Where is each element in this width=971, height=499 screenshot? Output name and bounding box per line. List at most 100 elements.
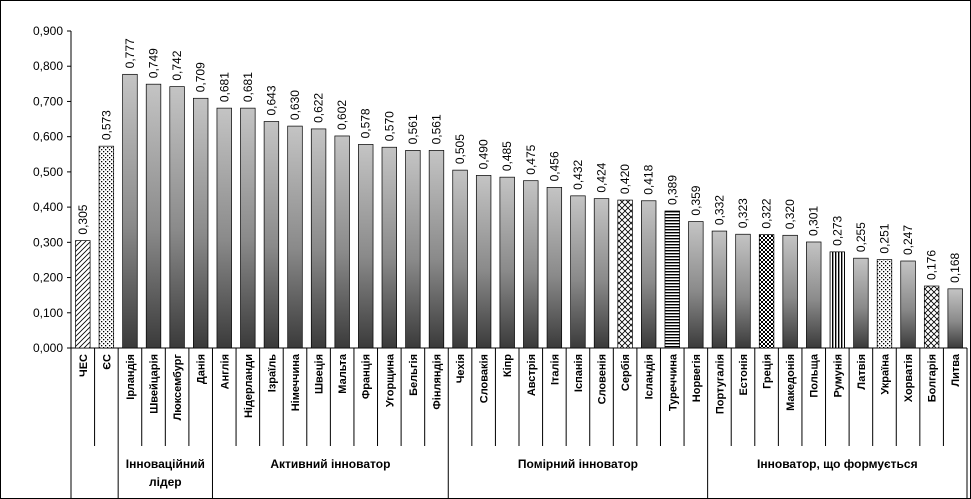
value-label: 0,323 [736, 198, 750, 228]
value-label: 0,742 [170, 50, 184, 80]
category-label: Кіпр [502, 354, 514, 377]
value-label: 0,273 [830, 215, 844, 245]
category-label: Латвія [856, 354, 868, 390]
bar [405, 150, 421, 349]
bar [428, 150, 445, 349]
category-label: Франція [361, 354, 373, 399]
value-label: 0,456 [547, 151, 561, 181]
value-label: 0,630 [288, 90, 302, 120]
category-label: Швеція [314, 354, 326, 394]
y-tick-label: 0,900 [33, 24, 63, 38]
category-label: Литва [950, 353, 962, 386]
value-label: 0,505 [453, 134, 467, 164]
bar [263, 121, 280, 349]
category-label: Польща [809, 353, 821, 398]
value-label: 0,424 [595, 162, 609, 192]
value-label: 0,168 [948, 252, 962, 282]
value-label: 0,709 [194, 62, 208, 92]
category-label: ЧЕС [78, 354, 90, 377]
value-label: 0,573 [99, 110, 113, 140]
category-label: Сербія [620, 354, 632, 391]
bar [98, 145, 115, 349]
value-label: 0,301 [807, 206, 821, 236]
bar [617, 199, 633, 349]
bar [829, 251, 845, 349]
y-tick-label: 0,400 [33, 200, 63, 214]
bar [75, 240, 91, 349]
bar [310, 128, 327, 349]
category-label: Туреччина [667, 353, 679, 411]
bar [923, 285, 940, 349]
y-tick-label: 0,600 [33, 130, 63, 144]
bar [876, 259, 893, 349]
value-label: 0,322 [760, 198, 774, 228]
bar [499, 176, 515, 349]
group-label-line2: лідер [149, 475, 182, 489]
category-label: Англія [219, 354, 231, 389]
group-label: Інноваційний [126, 457, 205, 471]
category-label: Бельгія [408, 354, 420, 396]
bar [193, 97, 209, 349]
value-label: 0,332 [712, 195, 726, 225]
category-label: Хорватія [903, 354, 915, 402]
y-tick-label: 0,700 [33, 94, 63, 108]
bar [546, 187, 563, 349]
category-label: Норвегія [691, 354, 703, 402]
bars [75, 73, 963, 349]
category-label: Ізраїль [266, 354, 278, 392]
value-label: 0,389 [665, 175, 679, 205]
y-tick-label: 0,300 [33, 235, 63, 249]
bar [664, 210, 680, 349]
category-label: ЄС [101, 354, 113, 370]
bar [240, 107, 256, 349]
category-label: Угорщина [384, 353, 396, 407]
category-label: Швейцарія [149, 354, 161, 414]
value-label: 0,320 [783, 199, 797, 229]
value-label: 0,475 [524, 144, 538, 174]
bar [287, 125, 303, 349]
value-label: 0,432 [571, 159, 585, 189]
bar [853, 257, 869, 349]
bar [758, 234, 775, 349]
category-label: Португалія [714, 354, 726, 414]
category-label: Україна [879, 353, 891, 395]
value-label: 0,602 [335, 100, 349, 130]
bar [641, 200, 657, 349]
value-label: 0,749 [147, 48, 161, 78]
category-label: Люксембург [172, 354, 184, 421]
value-label: 0,561 [429, 114, 443, 144]
category-label: Болгарія [927, 354, 939, 402]
bar [900, 260, 916, 349]
group-label: Помірний інноватор [518, 457, 638, 471]
value-label: 0,251 [877, 223, 891, 253]
bar [688, 221, 704, 349]
group-label: Інноватор, що формується [757, 457, 918, 471]
category-label: Словенія [597, 354, 609, 404]
bar [523, 180, 539, 349]
value-label: 0,255 [854, 222, 868, 252]
value-label: 0,681 [241, 72, 255, 102]
value-label: 0,176 [925, 250, 939, 280]
value-labels: 0,305 0,573 0,777 0,749 0,742 0,709 0,681 0,681… [76, 38, 962, 283]
category-label: Румунія [832, 354, 844, 398]
bar [593, 198, 610, 349]
bar [782, 234, 798, 349]
value-label: 0,485 [500, 141, 514, 171]
category-label: Італія [549, 354, 561, 385]
bar [475, 175, 492, 349]
y-tick-label: 0,500 [33, 165, 63, 179]
bar [711, 230, 728, 349]
bar [358, 144, 374, 349]
y-tick-label: 0,800 [33, 59, 63, 73]
value-label: 0,420 [618, 164, 632, 194]
value-label: 0,578 [359, 108, 373, 138]
category-label: Німеччина [290, 353, 302, 411]
value-label: 0,359 [689, 185, 703, 215]
bar [216, 107, 232, 349]
value-label: 0,643 [264, 85, 278, 115]
value-label: 0,777 [123, 38, 137, 68]
category-label: Мальта [337, 353, 349, 394]
category-label: Данія [196, 354, 208, 384]
